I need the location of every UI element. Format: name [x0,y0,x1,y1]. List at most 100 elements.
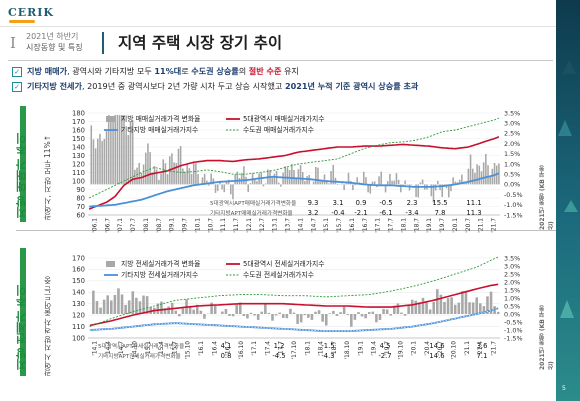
change-bar [145,296,149,314]
change-bar [118,115,121,185]
change-bar [295,178,297,185]
legend-label: 수도권 전세실거래가지수 [243,270,314,279]
change-bar [153,166,156,185]
left-axis-tick: 70 [76,203,85,211]
change-bar [457,302,461,314]
change-bar [121,115,123,185]
table-value: 9.3 [308,199,319,207]
change-bar [117,288,120,314]
change-bar [219,181,221,185]
change-bar [410,299,414,314]
change-bar [235,304,238,314]
right-axis-tick: -1.5% [504,211,523,219]
change-bar [234,174,236,185]
bullet-1-text2: 로 [181,66,192,76]
x-axis-tick: '13.1 [273,218,279,233]
change-bar [396,303,400,314]
table-value: 7.1 [477,352,488,360]
x-axis-tick: '14.4 [106,341,112,356]
table-value: 0.9 [356,199,367,207]
change-bar [131,291,135,314]
change-bar [324,314,328,326]
change-bar [184,171,186,185]
cerik-logo: CERIK [8,6,54,19]
series-line-2-dots [89,307,499,332]
change-bar [129,121,132,185]
x-axis-tick: '08.1 [144,218,150,233]
change-bar [195,304,199,314]
change-bar [107,115,110,185]
change-bar [131,120,134,185]
legend-label: 기타지방 전세실거래가지수 [121,270,198,279]
x-axis-tick: '20.1 [453,218,459,233]
change-bar [428,309,432,314]
change-bar [285,314,289,319]
right-axis-tick: 2.0% [504,278,520,286]
x-axis-tick: '15.4 [159,341,165,356]
series-line-3 [89,256,499,328]
change-bar [397,179,400,185]
x-axis-tick: '12.7 [260,218,266,233]
change-bar [289,308,292,314]
x-axis-tick: '15.1 [146,341,152,356]
left-axis-tick: 150 [72,135,85,143]
change-bar [90,125,93,185]
change-bar [284,166,287,185]
x-axis-tick: '16.1 [199,341,205,356]
change-bar [496,311,500,314]
change-bar [461,174,463,185]
x-axis-tick: '10.7 [208,218,214,233]
x-axis-tick: '19.4 [372,341,378,356]
change-bar [380,171,382,185]
change-bar [160,173,162,185]
right-axis-tick: 0.5% [504,171,520,179]
bullet-1: ✓ 지방 매매가, 광역시와 기타지방 모두 11%대로 수도권 상승률의 절반 … [12,66,552,80]
change-bar [328,313,332,314]
change-bar [367,184,369,193]
change-bar [103,139,106,185]
change-bar [323,174,326,185]
change-bar [192,309,195,314]
section-numeral: I [10,34,16,52]
change-bar [489,291,493,314]
table-value: -4.5 [272,352,285,360]
x-axis-tick: '16.1 [350,218,356,233]
change-bar [353,314,357,320]
x-axis-tick: '19.1 [358,341,364,356]
x-axis-tick: '18.10 [345,341,351,360]
right-axis-tick: 3.5% [504,109,520,117]
bullet-1-red: 절반 수준 [248,66,282,76]
change-bar [102,299,106,314]
change-bar [228,314,231,316]
change-bar [142,164,145,185]
change-bar [293,169,295,185]
change-bar [216,184,219,191]
change-bar [99,307,102,314]
change-bar [247,184,250,193]
title-underline [8,60,553,61]
change-bar [474,172,476,185]
change-bar [350,314,353,327]
table-value: -3.4 [405,209,418,217]
series-line-3 [88,117,500,199]
change-bar [447,184,450,198]
right-axis-tick: 2.0% [504,140,520,148]
change-bar [147,143,149,185]
x-axis-tick: '10.1 [195,218,201,233]
change-bar [256,314,260,320]
change-bar [242,314,246,317]
table-value: 3.6 [477,342,488,350]
change-bar [461,291,464,314]
header-divider [0,26,556,27]
x-axis-tick: '06.1 [92,218,98,233]
table-value: 11.1 [466,199,481,207]
left-axis-tick: 110 [72,169,85,177]
change-bar [208,184,210,186]
x-axis-tick: '17.1 [252,341,258,356]
x-axis-tick: '14.7 [311,218,317,233]
panel-divider [16,230,556,231]
change-bar [142,295,145,314]
x-axis-tick: '09.7 [183,218,189,233]
change-bar [186,164,188,185]
right-axis-tick: 0.5% [504,302,520,310]
